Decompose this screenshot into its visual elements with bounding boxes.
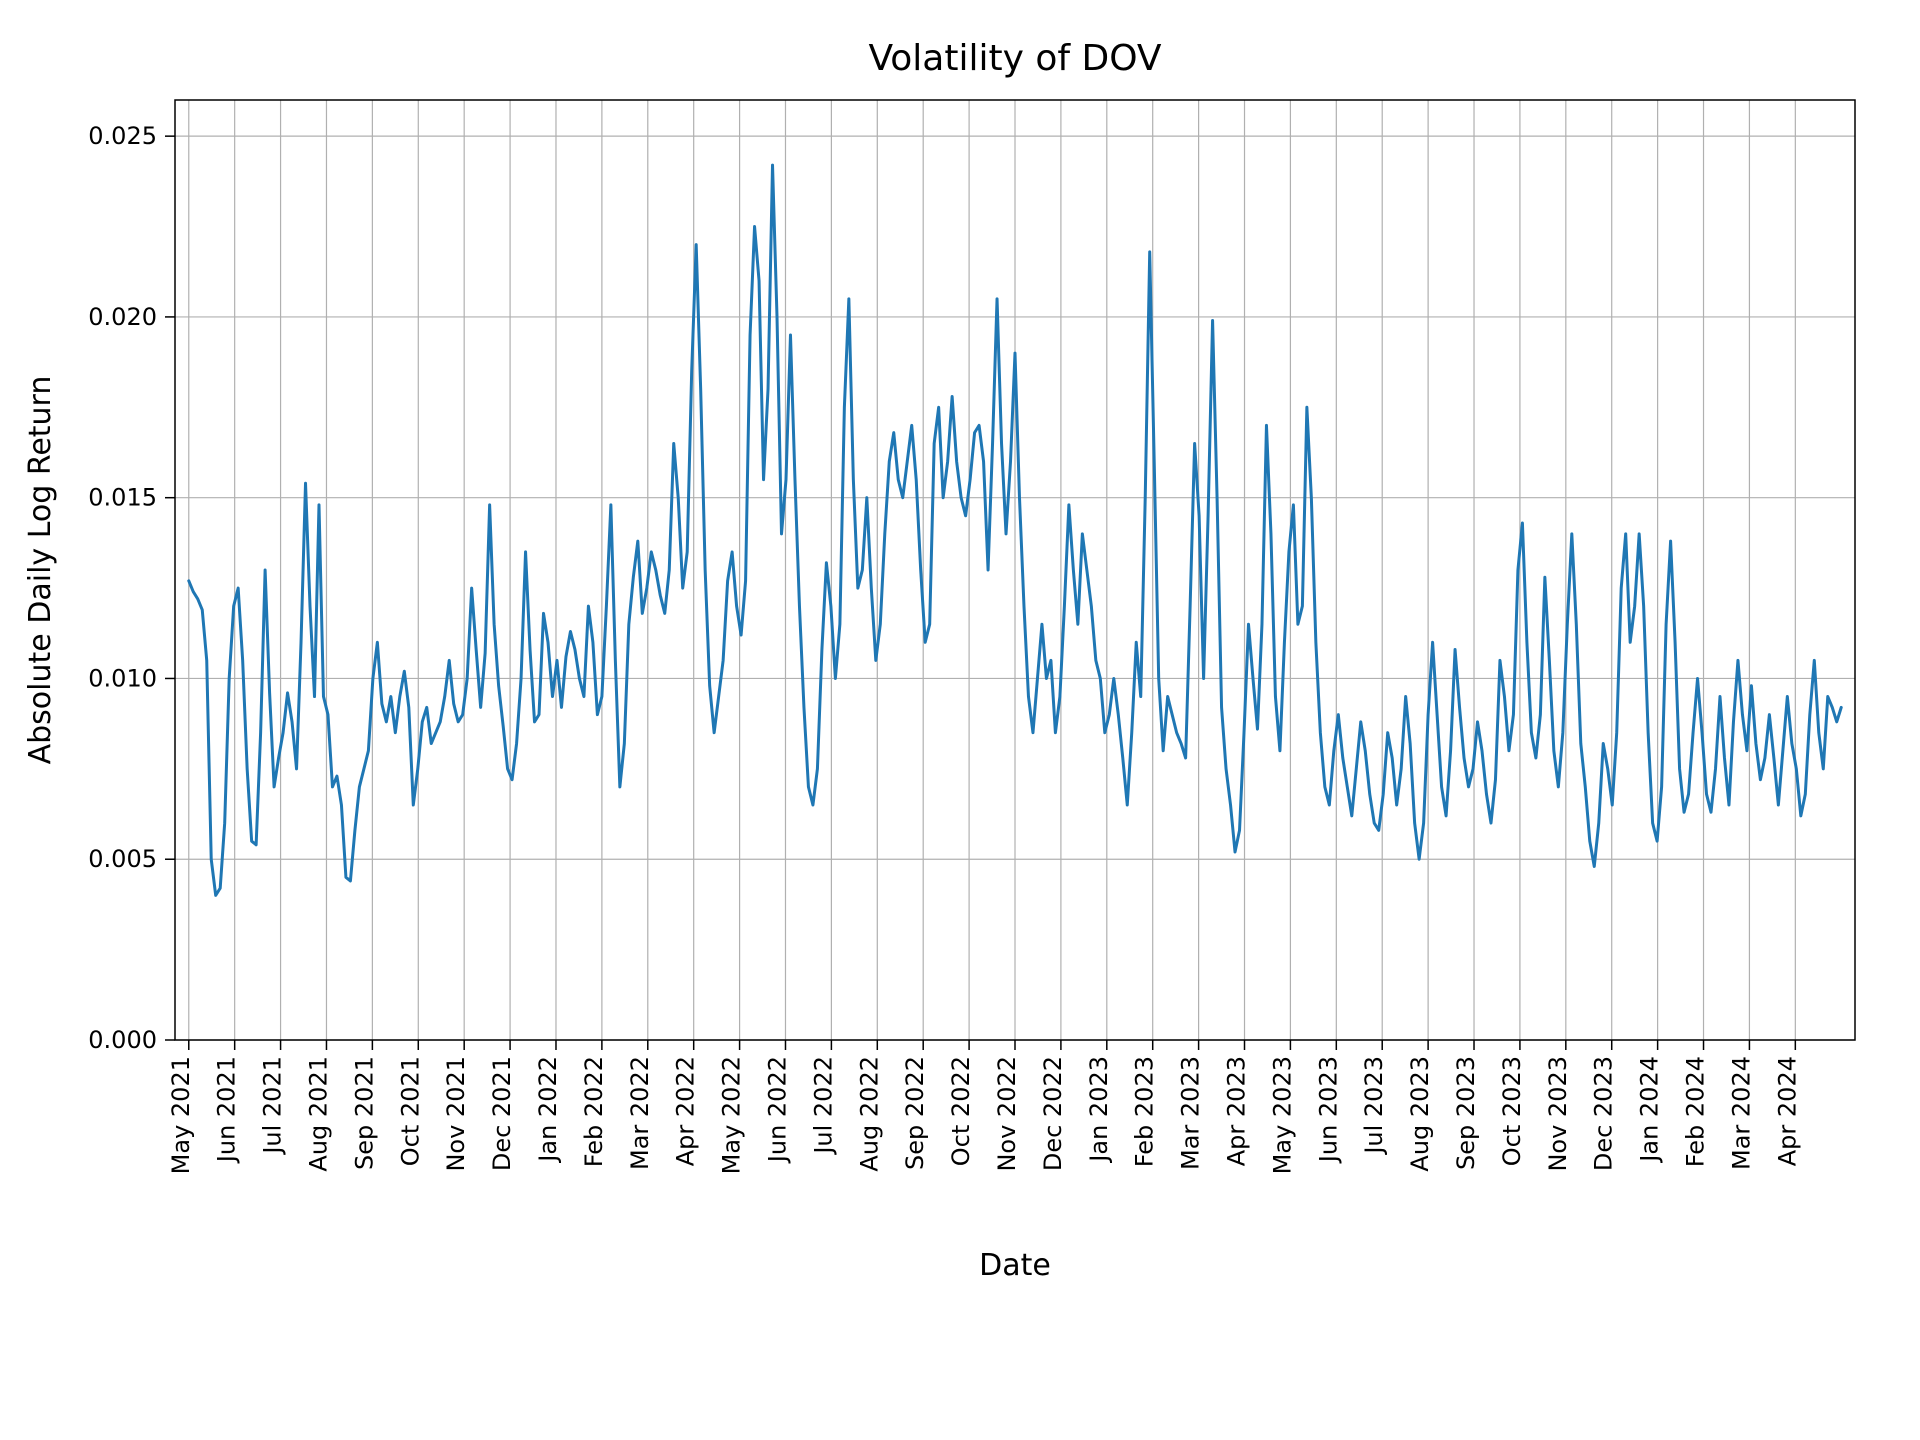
x-tick-label: Dec 2022 <box>1039 1056 1067 1171</box>
x-tick-label: Mar 2024 <box>1727 1056 1755 1170</box>
y-tick-label: 0.005 <box>88 845 157 873</box>
y-tick-label: 0.010 <box>88 664 157 692</box>
x-tick-label: Mar 2022 <box>626 1056 654 1170</box>
x-tick-label: Nov 2023 <box>1544 1056 1572 1172</box>
y-tick-label: 0.025 <box>88 122 157 150</box>
x-tick-label: Jul 2022 <box>809 1056 837 1156</box>
x-tick-label: Jan 2023 <box>1085 1056 1113 1164</box>
x-tick-label: Sep 2021 <box>350 1056 378 1170</box>
x-tick-label: Nov 2022 <box>993 1056 1021 1172</box>
x-tick-label: May 2023 <box>1268 1056 1296 1174</box>
x-tick-label: Apr 2022 <box>672 1056 700 1166</box>
x-tick-label: Aug 2021 <box>304 1056 332 1172</box>
chart-title: Volatility of DOV <box>868 38 1161 79</box>
x-tick-label: Sep 2022 <box>901 1056 929 1170</box>
x-tick-label: Oct 2022 <box>947 1056 975 1166</box>
x-tick-label: Feb 2024 <box>1682 1056 1710 1167</box>
x-tick-label: Apr 2024 <box>1773 1056 1801 1166</box>
x-tick-label: Aug 2022 <box>855 1056 883 1172</box>
x-tick-label: Oct 2021 <box>396 1056 424 1166</box>
x-tick-label: Jun 2022 <box>763 1056 791 1164</box>
x-tick-label: Feb 2022 <box>580 1056 608 1167</box>
x-tick-label: Sep 2023 <box>1452 1056 1480 1170</box>
x-tick-label: Jan 2022 <box>534 1056 562 1164</box>
y-tick-label: 0.020 <box>88 303 157 331</box>
y-tick-label: 0.015 <box>88 484 157 512</box>
x-tick-label: Jan 2024 <box>1636 1056 1664 1164</box>
x-tick-label: Jul 2023 <box>1360 1056 1388 1156</box>
x-tick-label: Nov 2021 <box>442 1056 470 1172</box>
x-tick-label: Aug 2023 <box>1406 1056 1434 1172</box>
canvas-bg <box>0 0 1920 1440</box>
y-tick-label: 0.000 <box>88 1026 157 1054</box>
x-tick-label: Mar 2023 <box>1177 1056 1205 1170</box>
chart-container: 0.000 0.005 0.010 0.015 0.020 0.025 May 2021 Ju… <box>0 0 1920 1440</box>
x-tick-label: Jun 2021 <box>213 1056 241 1164</box>
y-axis-title: Absolute Daily Log Return <box>23 376 58 765</box>
x-tick-label: May 2021 <box>167 1056 195 1174</box>
x-tick-label: Dec 2021 <box>488 1056 516 1171</box>
x-tick-label: May 2022 <box>718 1056 746 1174</box>
x-tick-label: Dec 2023 <box>1590 1056 1618 1171</box>
x-tick-label: Jun 2023 <box>1314 1056 1342 1164</box>
x-tick-label: Apr 2023 <box>1223 1056 1251 1166</box>
x-tick-label: Jul 2021 <box>259 1056 287 1156</box>
x-axis-title: Date <box>979 1248 1051 1283</box>
volatility-line-chart: 0.000 0.005 0.010 0.015 0.020 0.025 May 2021 Ju… <box>0 0 1920 1440</box>
x-tick-label: Oct 2023 <box>1498 1056 1526 1166</box>
x-tick-label: Feb 2023 <box>1131 1056 1159 1167</box>
